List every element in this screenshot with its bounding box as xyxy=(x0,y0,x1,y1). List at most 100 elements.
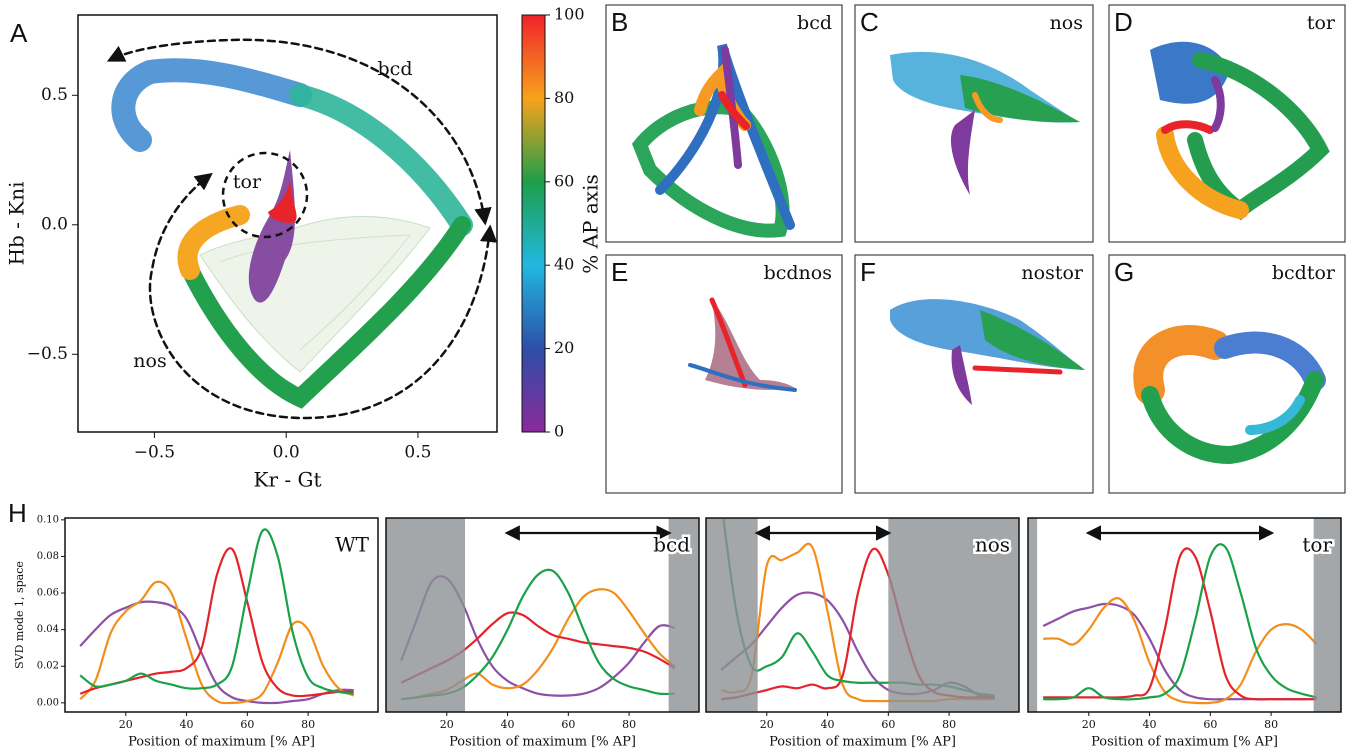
plot-frame xyxy=(385,517,700,713)
y-tick-label: 0.02 xyxy=(37,661,59,672)
panel-label: bcdtor xyxy=(1272,262,1336,284)
blob xyxy=(1245,395,1305,435)
y-tick-label: 0.00 xyxy=(37,697,59,708)
plot-area xyxy=(386,518,699,712)
y-tick-label: −0.5 xyxy=(27,344,68,364)
shaded-region xyxy=(706,518,758,712)
panel-letter: B xyxy=(611,7,628,37)
y-axis-label: SVD mode 1, space xyxy=(13,561,26,669)
panel-label: bcd xyxy=(653,533,690,557)
blob xyxy=(709,297,748,388)
x-axis-label: Position of maximum [% AP] xyxy=(769,735,956,750)
blob xyxy=(1211,76,1225,132)
panel-label: bcd xyxy=(797,12,832,34)
y-tick-label: 0.0 xyxy=(41,214,68,234)
x-tick-label: 0.0 xyxy=(273,443,300,463)
y-axis-label: Hb - Kni xyxy=(5,182,29,266)
x-tick-label: 20 xyxy=(760,718,774,731)
panel-letter: E xyxy=(611,257,628,287)
panel-letter: C xyxy=(860,7,879,37)
panel-letter: G xyxy=(1114,257,1134,287)
y-tick-label: 0.5 xyxy=(41,85,68,105)
panel-letter: H xyxy=(8,498,27,528)
colorbar-tick-label: 40 xyxy=(554,255,574,274)
y-tick-label: 0.04 xyxy=(37,624,59,635)
panel-illustrations xyxy=(631,41,1330,465)
blob xyxy=(1214,331,1326,391)
blob xyxy=(980,310,1085,370)
plot-frame xyxy=(1027,517,1342,713)
blob xyxy=(972,92,1003,123)
x-tick-label: 40 xyxy=(821,718,835,731)
x-axis-label: Position of maximum [% AP] xyxy=(128,735,315,750)
colorbar xyxy=(521,14,546,433)
x-tick-label: 60 xyxy=(1203,718,1217,731)
panel-letter: D xyxy=(1114,7,1133,37)
shaded-region xyxy=(668,518,699,712)
panel-label: nos xyxy=(975,533,1010,557)
dashed-arrow xyxy=(106,38,492,226)
shaded-region xyxy=(1028,518,1038,712)
series-line xyxy=(79,580,355,705)
annotation: tor xyxy=(233,171,262,193)
plot-area xyxy=(706,518,1019,712)
trajectory-band xyxy=(181,216,471,409)
panel-label: nostor xyxy=(1021,262,1084,284)
plot-area xyxy=(79,528,355,705)
blob xyxy=(1156,126,1249,219)
blob xyxy=(960,75,1080,123)
trajectory-illustration xyxy=(106,38,498,420)
x-tick-label: 20 xyxy=(440,718,454,731)
shaded-region xyxy=(888,518,1019,712)
x-tick-label: 60 xyxy=(561,718,575,731)
blob xyxy=(1187,52,1330,221)
annotation: bcd xyxy=(378,58,413,80)
x-tick-label: −0.5 xyxy=(134,443,175,463)
x-axis-label: Kr - Gt xyxy=(254,468,322,492)
plot-area xyxy=(1028,518,1341,712)
panel-letter: F xyxy=(860,257,876,287)
series-line xyxy=(1042,602,1317,701)
y-tick-label: 0.10 xyxy=(37,514,59,525)
panel-frame xyxy=(854,254,1094,494)
blob xyxy=(1161,120,1214,134)
panel-label: nos xyxy=(1050,12,1083,34)
plot-frame xyxy=(64,517,379,713)
series-line xyxy=(79,528,354,695)
y-tick-label: 0.06 xyxy=(37,588,59,599)
y-tick-label: 0.08 xyxy=(37,551,59,562)
panel-frame xyxy=(854,4,1094,243)
x-tick-label: 40 xyxy=(180,718,194,731)
panel-frame xyxy=(1108,254,1346,494)
series-line xyxy=(79,547,354,698)
blob xyxy=(655,43,795,230)
colorbar-label: % AP axis xyxy=(579,174,603,273)
colorbar-tick-label: 0 xyxy=(554,422,564,441)
colorbar-tick-label: 60 xyxy=(554,171,574,190)
panel-label: bcdnos xyxy=(764,262,832,284)
colorbar-tick-label: 20 xyxy=(554,338,574,357)
colorbar-tick-label: 80 xyxy=(554,88,574,107)
x-tick-label: 60 xyxy=(240,718,254,731)
blob xyxy=(972,365,1063,375)
blob xyxy=(688,363,797,392)
x-axis-label: Position of maximum [% AP] xyxy=(1091,735,1278,750)
trajectory-band xyxy=(111,58,312,152)
blob xyxy=(718,91,750,130)
shaded-region xyxy=(1313,518,1341,712)
blob xyxy=(1133,325,1230,405)
panel-letter: A xyxy=(10,18,28,48)
x-tick-label: 80 xyxy=(942,718,956,731)
x-tick-label: 80 xyxy=(622,718,636,731)
series-line xyxy=(1043,597,1318,705)
trajectory-band xyxy=(289,84,473,236)
blob xyxy=(950,110,975,195)
x-tick-label: 60 xyxy=(881,718,895,731)
blob xyxy=(705,300,795,390)
x-tick-label: 20 xyxy=(119,718,133,731)
annotation: nos xyxy=(133,350,166,372)
series-line xyxy=(1043,547,1317,701)
colorbar-tick-label: 100 xyxy=(554,5,585,24)
x-tick-label: 40 xyxy=(501,718,515,731)
panel-label: tor xyxy=(1302,533,1332,557)
